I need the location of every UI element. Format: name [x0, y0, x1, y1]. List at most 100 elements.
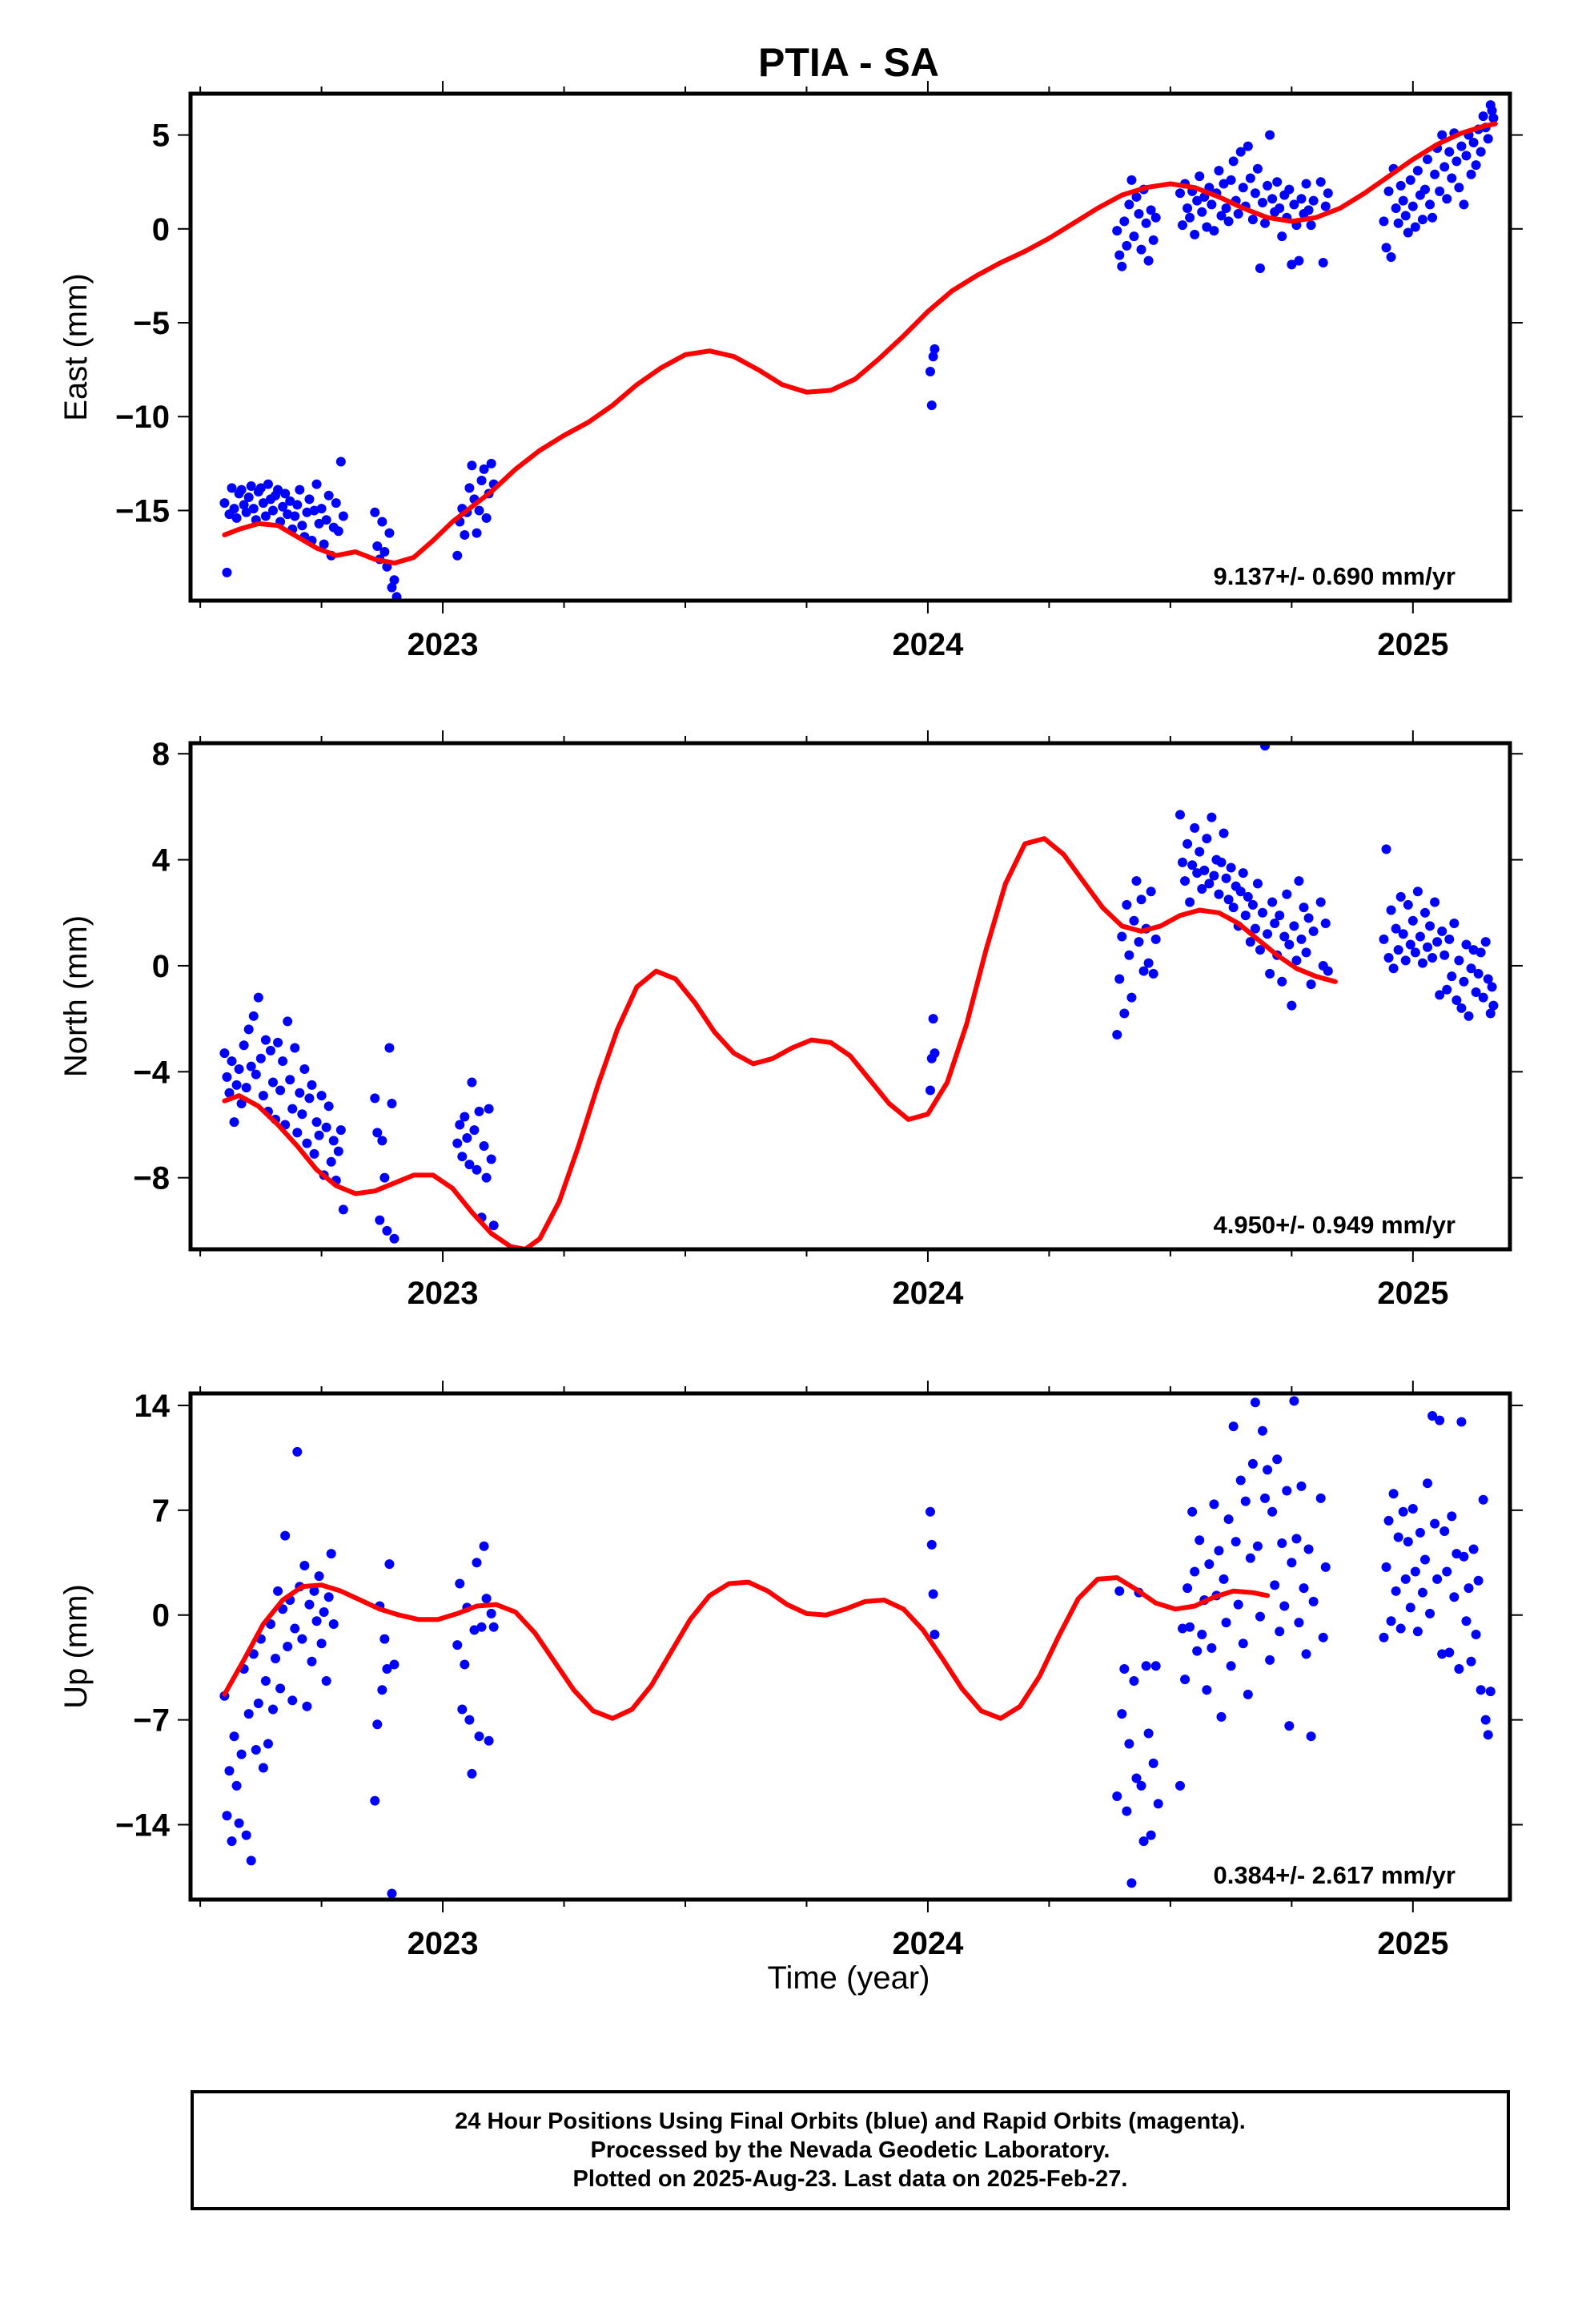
- data-point: [1379, 934, 1389, 944]
- data-point: [1427, 212, 1438, 223]
- data-point: [1299, 903, 1309, 913]
- data-point: [1412, 887, 1423, 897]
- data-point: [319, 1606, 329, 1617]
- data-point: [389, 1233, 400, 1244]
- data-point: [297, 1634, 307, 1644]
- data-point: [1272, 1454, 1283, 1465]
- data-point: [258, 1091, 268, 1101]
- data-point: [1214, 166, 1224, 176]
- data-point: [462, 1133, 472, 1144]
- data-point: [1403, 1537, 1413, 1547]
- data-point: [476, 475, 487, 485]
- data-point: [1117, 1709, 1127, 1719]
- data-point: [1289, 921, 1299, 931]
- data-point: [1452, 1549, 1462, 1559]
- data-point: [1415, 931, 1425, 942]
- data-point: [1442, 984, 1452, 995]
- data-point: [1395, 1623, 1406, 1634]
- data-point: [484, 1735, 494, 1746]
- data-point: [370, 1795, 380, 1806]
- data-point: [1250, 1397, 1260, 1408]
- data-point: [246, 1061, 256, 1072]
- data-point: [1190, 1566, 1200, 1577]
- data-point: [387, 1099, 397, 1109]
- data-point: [1410, 1566, 1420, 1577]
- data-point: [239, 1040, 249, 1051]
- data-point: [1148, 968, 1158, 979]
- x-tick-label: 2024: [892, 1276, 964, 1311]
- data-point: [460, 529, 470, 540]
- data-point: [1296, 194, 1307, 204]
- data-layer: [219, 1396, 1496, 1899]
- data-point: [1405, 1602, 1415, 1613]
- data-point: [1182, 838, 1193, 849]
- data-point: [273, 485, 283, 495]
- data-point: [297, 521, 307, 531]
- data-point: [1187, 860, 1198, 870]
- data-point: [1185, 1622, 1195, 1632]
- data-point: [1430, 897, 1440, 907]
- data-point: [1459, 976, 1469, 987]
- data-point: [1466, 963, 1476, 974]
- data-point: [1294, 255, 1304, 266]
- data-point: [1289, 1396, 1299, 1406]
- data-point: [1383, 186, 1394, 196]
- data-point: [1430, 169, 1440, 179]
- data-point: [457, 1152, 468, 1162]
- data-point: [1284, 184, 1295, 195]
- data-point: [1209, 226, 1219, 236]
- rate-label: 0.384+/- 2.617 mm/yr: [1214, 1861, 1456, 1889]
- data-point: [302, 1701, 312, 1711]
- data-point: [1195, 846, 1205, 857]
- data-point: [1209, 870, 1219, 881]
- data-point: [1442, 1566, 1452, 1577]
- data-point: [1284, 1721, 1295, 1731]
- data-point: [1245, 1553, 1255, 1563]
- data-point: [1122, 899, 1132, 910]
- data-point: [1407, 201, 1418, 211]
- data-point: [265, 1045, 275, 1055]
- data-point: [258, 1763, 268, 1773]
- data-point: [925, 366, 935, 376]
- data-point: [1437, 130, 1447, 140]
- y-tick-label: −14: [115, 1808, 171, 1844]
- data-point: [280, 1530, 291, 1541]
- data-point: [1243, 891, 1253, 902]
- data-point: [1435, 186, 1445, 196]
- data-point: [1447, 971, 1457, 982]
- data-point: [1175, 188, 1185, 199]
- data-point: [1146, 887, 1156, 897]
- data-point: [231, 1780, 242, 1791]
- data-point: [268, 1077, 278, 1088]
- data-point: [384, 1043, 395, 1053]
- data-point: [1410, 947, 1420, 958]
- data-point: [1148, 235, 1158, 245]
- data-point: [1255, 1611, 1265, 1622]
- caption-box: 24 Hour Positions Using Final Orbits (bl…: [191, 2090, 1510, 2210]
- data-point: [1452, 156, 1462, 167]
- data-point: [251, 1069, 261, 1080]
- data-point: [1480, 1715, 1491, 1725]
- y-tick-label: 7: [152, 1494, 170, 1529]
- data-point: [1250, 923, 1260, 934]
- data-point: [474, 1106, 484, 1116]
- data-point: [1315, 177, 1326, 187]
- data-point: [1243, 141, 1253, 151]
- data-point: [1381, 844, 1391, 854]
- data-point: [1143, 1728, 1154, 1739]
- data-point: [1134, 209, 1144, 219]
- data-point: [328, 1618, 339, 1629]
- data-point: [1267, 1506, 1278, 1517]
- data-point: [236, 485, 247, 495]
- data-point: [307, 1080, 317, 1090]
- data-point: [387, 1888, 397, 1899]
- data-point: [1398, 1506, 1408, 1517]
- data-point: [1461, 939, 1472, 950]
- data-point: [1449, 1592, 1460, 1602]
- data-point: [1439, 162, 1450, 172]
- data-point: [379, 547, 390, 557]
- y-axis-label: North (mm): [58, 915, 94, 1077]
- data-point: [455, 1578, 465, 1589]
- data-point: [1272, 177, 1283, 187]
